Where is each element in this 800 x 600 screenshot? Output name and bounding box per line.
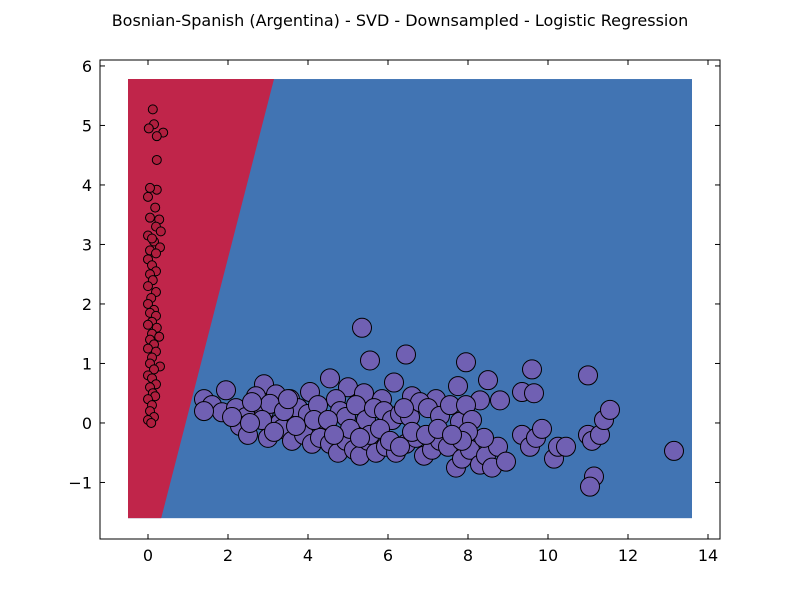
point-class-b	[580, 476, 600, 497]
point-class-b	[242, 392, 262, 413]
x-tick-label: 2	[223, 546, 233, 565]
point-class-a	[151, 131, 162, 142]
point-class-b	[324, 424, 344, 445]
point-class-a	[154, 331, 165, 342]
x-tick-label: 6	[383, 546, 393, 565]
point-class-b	[496, 451, 516, 472]
point-class-b	[390, 436, 410, 457]
x-tick-label: 4	[303, 546, 313, 565]
point-class-a	[143, 123, 154, 134]
point-class-b	[556, 436, 576, 457]
point-class-a	[155, 226, 166, 237]
point-class-b	[384, 372, 404, 393]
y-tick-label: 1	[82, 354, 92, 373]
point-class-b	[490, 390, 510, 411]
point-class-a	[147, 104, 158, 115]
point-class-a	[151, 154, 162, 165]
x-tick-label: 8	[463, 546, 473, 565]
point-class-a	[147, 233, 157, 244]
chart-title: Bosnian-Spanish (Argentina) - SVD - Down…	[112, 11, 689, 30]
x-tick-label: 12	[618, 546, 638, 565]
point-class-b	[478, 370, 498, 391]
y-tick-label: 5	[82, 116, 92, 135]
x-tick-label: 0	[143, 546, 153, 565]
plot-frame	[99, 59, 721, 540]
x-axis: 0 2 4 6 8 10 12 14	[143, 60, 718, 565]
point-class-a	[145, 182, 155, 193]
point-class-b	[456, 352, 476, 373]
region-class-a	[128, 79, 274, 519]
y-tick-label: −1	[68, 473, 92, 492]
point-class-b	[524, 383, 544, 404]
point-class-b	[600, 399, 620, 420]
point-class-b	[350, 427, 370, 448]
point-class-a	[145, 212, 155, 223]
point-class-b	[664, 440, 684, 461]
point-class-a	[143, 319, 153, 330]
point-class-a	[150, 202, 161, 213]
point-class-b	[578, 365, 598, 386]
point-class-b	[286, 415, 306, 436]
y-tick-label: 6	[82, 57, 92, 76]
point-class-b	[352, 317, 372, 338]
point-class-a	[143, 281, 153, 292]
y-tick-label: 3	[82, 235, 92, 254]
point-class-b	[448, 376, 468, 397]
points-class-b	[194, 317, 684, 497]
point-class-b	[278, 389, 298, 410]
point-class-b	[394, 398, 414, 419]
x-tick-label: 14	[698, 546, 718, 565]
point-class-b	[532, 418, 552, 439]
point-class-b	[360, 350, 380, 371]
point-class-b	[222, 407, 242, 428]
point-class-b	[264, 421, 284, 442]
point-class-b	[240, 412, 260, 433]
y-tick-label: 4	[82, 176, 92, 195]
points-class-a	[143, 104, 169, 428]
point-class-b	[320, 368, 340, 389]
y-tick-label: 0	[82, 414, 92, 433]
point-class-a	[151, 248, 161, 259]
point-class-b	[442, 424, 462, 445]
point-class-b	[396, 344, 416, 365]
point-class-b	[522, 359, 542, 380]
y-axis: −1 0 1 2 3 4 5 6	[68, 57, 720, 492]
point-class-b	[194, 401, 214, 422]
y-tick-label: 2	[82, 295, 92, 314]
point-class-a	[143, 191, 153, 202]
point-class-b	[216, 380, 236, 401]
point-class-a	[146, 417, 157, 428]
x-tick-label: 10	[538, 546, 558, 565]
